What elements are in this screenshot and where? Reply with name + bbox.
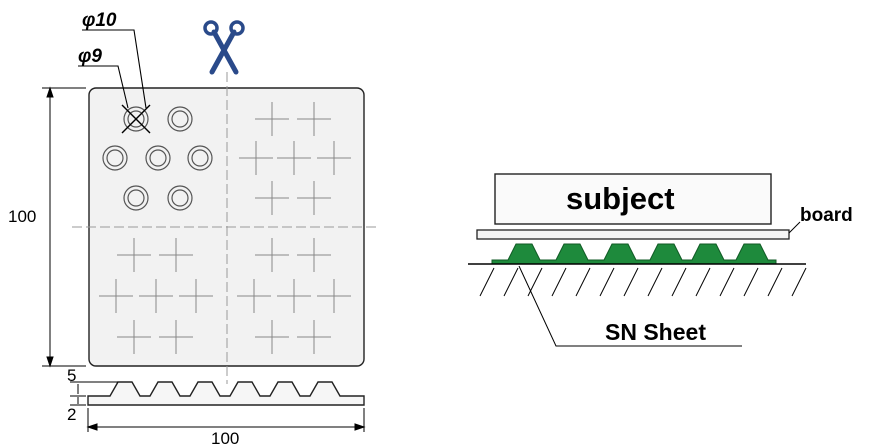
- hatch-line: [744, 268, 758, 296]
- hatch-line: [672, 268, 686, 296]
- hatch-line: [528, 268, 542, 296]
- board-leader: [789, 222, 800, 233]
- sheet-profile: [88, 382, 364, 405]
- base-thickness-label: 2: [67, 405, 76, 424]
- sn-sheet-profile: [492, 244, 776, 264]
- hatch-line: [504, 268, 518, 296]
- hatch-line: [600, 268, 614, 296]
- phi-inner-label: φ9: [78, 46, 102, 67]
- sn-sheet-label: SN Sheet: [605, 319, 706, 345]
- hatch-line: [792, 268, 806, 296]
- hatch-line: [720, 268, 734, 296]
- hatch-line: [696, 268, 710, 296]
- board-plate: [477, 230, 789, 239]
- height-label: 100: [8, 207, 36, 226]
- width-label: 100: [211, 429, 239, 447]
- hatch-line: [576, 268, 590, 296]
- hatch-line: [648, 268, 662, 296]
- hatch-line: [624, 268, 638, 296]
- ground-hatching: [480, 268, 806, 296]
- sheet-top-view: φ10 φ9 100 5 2 100: [8, 10, 380, 447]
- hatch-line: [480, 268, 494, 296]
- subject-label: subject: [566, 181, 675, 216]
- section-view: subject board SN Sheet: [468, 174, 853, 346]
- board-label: board: [800, 205, 853, 226]
- hatch-line: [768, 268, 782, 296]
- phi-outer-label: φ10: [82, 10, 117, 31]
- scissors-icon: [205, 22, 243, 72]
- hatch-line: [552, 268, 566, 296]
- profile-height-label: 5: [67, 366, 76, 385]
